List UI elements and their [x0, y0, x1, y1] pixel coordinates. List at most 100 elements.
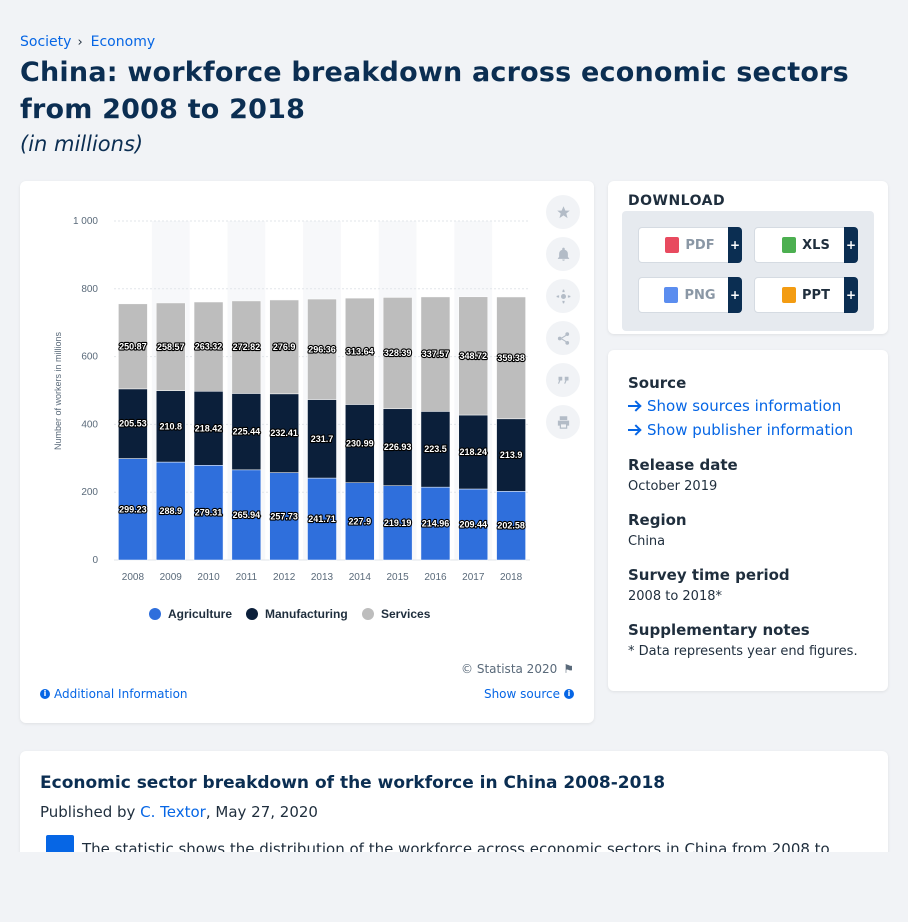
download-card: DOWNLOAD PDF + XLS + PNG + PPT +: [608, 181, 888, 334]
data-label: 223.5: [424, 444, 447, 454]
data-label: 276.9: [273, 342, 296, 352]
y-tick-label: 200: [81, 487, 98, 498]
bar-manufacturing: [231, 393, 262, 471]
y-axis-label: Number of workers in millions: [53, 331, 63, 450]
data-label: 313.64: [346, 346, 374, 356]
credit-text: © Statista 2020: [461, 662, 558, 676]
bar-services: [118, 303, 148, 390]
data-label: 232.41: [270, 428, 298, 438]
article-published: Published by C. Textor, May 27, 2020: [40, 803, 318, 821]
breadcrumb: Society › Economy: [20, 34, 155, 50]
x-tick-label: 2017: [462, 572, 485, 583]
bar-services: [231, 300, 262, 394]
ppt-file-icon: [782, 287, 797, 303]
plus-icon[interactable]: +: [728, 227, 742, 263]
bar-agriculture: [231, 469, 262, 561]
published-date: , May 27, 2020: [205, 803, 318, 821]
legend-label: Agriculture: [168, 607, 232, 621]
data-label: 225.44: [233, 427, 261, 437]
data-label: 348.72: [460, 351, 488, 361]
chart-toolbar: [546, 195, 580, 447]
data-label: 263.32: [195, 342, 223, 352]
x-tick-label: 2013: [311, 572, 334, 583]
png-file-icon: [664, 287, 679, 303]
breadcrumb-society[interactable]: Society: [20, 34, 72, 50]
data-label: 296.36: [308, 344, 336, 354]
additional-info-link[interactable]: i Additional Information: [40, 687, 188, 701]
data-label: 227.9: [349, 516, 372, 526]
share-icon[interactable]: [546, 321, 580, 355]
x-tick-label: 2011: [236, 572, 258, 583]
bar-agriculture: [155, 461, 186, 561]
bottom-overlay: [0, 852, 908, 922]
favorite-star-icon[interactable]: [546, 195, 580, 229]
data-label: 202.58: [497, 521, 525, 531]
bar-manufacturing: [496, 418, 526, 492]
download-png-button[interactable]: PNG +: [638, 277, 742, 313]
region-label: Region: [628, 511, 687, 529]
data-label: 359.38: [497, 353, 525, 363]
download-ppt-label: PPT: [802, 287, 830, 303]
data-label: 213.9: [500, 450, 523, 460]
bar-services: [155, 302, 186, 391]
y-tick-label: 1 000: [73, 216, 98, 227]
plus-icon[interactable]: +: [844, 227, 858, 263]
data-label: 205.53: [119, 419, 147, 429]
print-icon[interactable]: [546, 405, 580, 439]
bar-manufacturing: [307, 399, 337, 479]
survey-period-label: Survey time period: [628, 566, 790, 584]
xls-file-icon: [782, 237, 797, 253]
download-xls-label: XLS: [802, 237, 830, 253]
flag-icon[interactable]: ⚑: [563, 662, 574, 676]
show-source-link[interactable]: Show source i: [484, 687, 574, 701]
plus-icon[interactable]: +: [728, 277, 742, 313]
article-title: Economic sector breakdown of the workfor…: [40, 773, 666, 793]
survey-period-value: 2008 to 2018*: [628, 589, 722, 604]
y-tick-label: 400: [81, 419, 98, 430]
data-label: 218.24: [460, 447, 488, 457]
bar-agriculture: [382, 485, 413, 561]
plus-icon[interactable]: +: [844, 277, 858, 313]
bar-agriculture: [307, 477, 337, 561]
data-label: 337.57: [422, 349, 450, 359]
notification-bell-icon[interactable]: [546, 237, 580, 271]
data-label: 226.93: [384, 442, 412, 452]
supplementary-notes-value: * Data represents year end figures.: [628, 644, 858, 659]
x-tick-label: 2014: [349, 572, 372, 583]
data-label: 258.57: [157, 342, 185, 352]
x-tick-label: 2015: [387, 572, 410, 583]
data-label: 231.7: [311, 434, 334, 444]
quote-icon[interactable]: [546, 363, 580, 397]
bar-manufacturing: [269, 393, 299, 473]
settings-gear-icon[interactable]: [546, 279, 580, 313]
bar-services: [458, 296, 489, 416]
x-tick-label: 2018: [500, 572, 523, 583]
legend-marker: [246, 608, 258, 620]
download-pdf-button[interactable]: PDF +: [638, 227, 742, 263]
download-xls-button[interactable]: XLS +: [754, 227, 858, 263]
breadcrumb-separator: ›: [77, 34, 83, 50]
legend-label: Manufacturing: [265, 607, 348, 621]
bar-manufacturing: [458, 414, 489, 490]
show-publisher-link[interactable]: Show publisher information: [628, 421, 853, 439]
page-subtitle: (in millions): [20, 132, 144, 156]
bar-agriculture: [496, 491, 526, 561]
show-publisher-label: Show publisher information: [647, 421, 854, 439]
show-source-label: Show source: [483, 687, 560, 701]
legend-marker: [149, 608, 161, 620]
bar-services: [269, 299, 299, 395]
data-label: 214.96: [422, 519, 450, 529]
x-tick-label: 2016: [424, 572, 447, 583]
info-icon: i: [564, 689, 574, 699]
data-label: 288.9: [159, 506, 182, 516]
download-ppt-button[interactable]: PPT +: [754, 277, 858, 313]
legend-marker: [362, 608, 374, 620]
legend-label: Services: [381, 607, 431, 621]
author-link[interactable]: C. Textor: [140, 803, 206, 821]
bar-manufacturing: [345, 404, 375, 483]
show-sources-link[interactable]: Show sources information: [628, 397, 841, 415]
bar-services: [193, 301, 224, 392]
breadcrumb-economy[interactable]: Economy: [90, 34, 156, 50]
bar-services: [496, 296, 526, 420]
source-info-card: Source Show sources information Show pub…: [608, 350, 888, 691]
